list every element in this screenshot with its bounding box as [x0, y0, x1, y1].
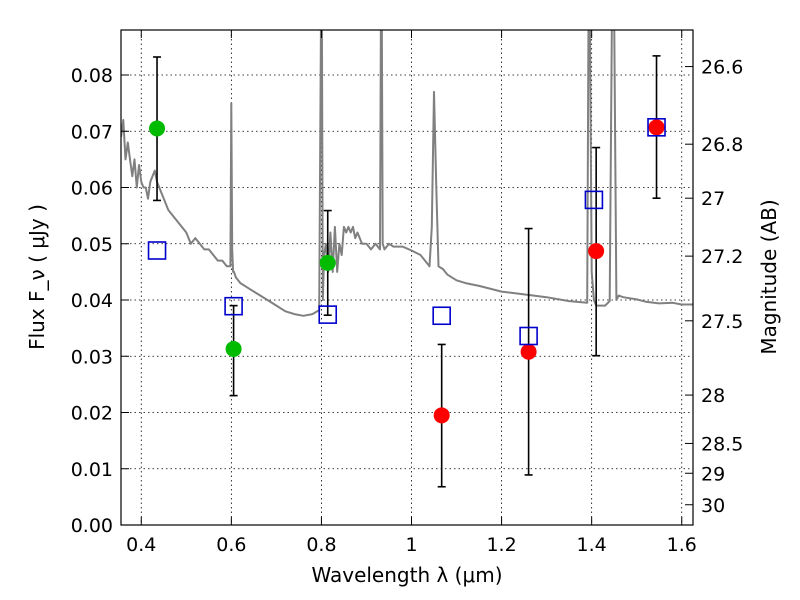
x-axis-label: Wavelength λ (μm) [311, 563, 502, 587]
y-tick-label: 0.01 [71, 459, 113, 481]
model-square-marker [519, 326, 538, 346]
right-tick-label: 28 [701, 385, 725, 407]
data-point-marker [149, 120, 166, 137]
y-tick-label: 0.08 [71, 65, 113, 87]
data-point-marker [520, 343, 537, 360]
marker-layer [147, 118, 666, 424]
x-tick-label: 1.6 [667, 534, 697, 556]
right-tick-label: 26.6 [701, 57, 743, 79]
model-square-marker [147, 241, 167, 260]
model-square-marker [584, 190, 604, 210]
right-tick-label: 27.5 [701, 311, 743, 333]
y-tick-label: 0.04 [71, 290, 113, 312]
x-tick-label: 0.4 [126, 534, 156, 556]
right-tick-label: 26.8 [701, 134, 743, 156]
spectrum-layer [121, 30, 693, 317]
right-tick-label: 30 [701, 495, 725, 517]
plot-background [121, 30, 693, 525]
data-point-marker [319, 254, 336, 271]
y-tick-label: 0.03 [71, 346, 113, 368]
y-tick-label: 0.02 [71, 403, 113, 425]
y-tick-label: 0.00 [71, 515, 113, 537]
x-tick-label: 1.4 [577, 534, 607, 556]
plot-frame [120, 29, 694, 526]
model-square-marker [647, 118, 666, 137]
x-tick-label: 0.8 [306, 534, 336, 556]
spectrum-line [121, 30, 693, 317]
data-point-marker [648, 119, 665, 136]
y-tick-label: 0.06 [71, 178, 113, 200]
y-tick-label: 0.05 [71, 234, 113, 256]
model-square-marker [224, 296, 243, 316]
y-tick-label: 0.07 [71, 121, 113, 143]
right-axis-label: Magnitude (AB) [757, 199, 781, 354]
x-tick-label: 0.6 [216, 534, 246, 556]
data-point-marker [225, 340, 242, 357]
data-point-marker [588, 243, 605, 260]
tick-labels: 0.4 0.6 0.8 1 1.2 1.4 1.6 0.00 0.01 0.02 0.03 0.04 0… [71, 57, 744, 556]
model-square-marker [318, 305, 338, 324]
right-tick-label: 27.2 [701, 246, 743, 268]
right-tick-label: 29 [701, 463, 725, 485]
right-tick-label: 27 [701, 188, 725, 210]
x-tick-label: 1.2 [486, 534, 516, 556]
y-axis-label: Flux F_ν ( μJy ) [25, 204, 49, 350]
model-square-marker [432, 306, 451, 326]
right-tick-label: 28.5 [701, 433, 743, 455]
x-tick-label: 1 [405, 534, 417, 556]
grid [121, 30, 693, 526]
ticks [121, 30, 693, 526]
data-point-marker [433, 407, 450, 424]
